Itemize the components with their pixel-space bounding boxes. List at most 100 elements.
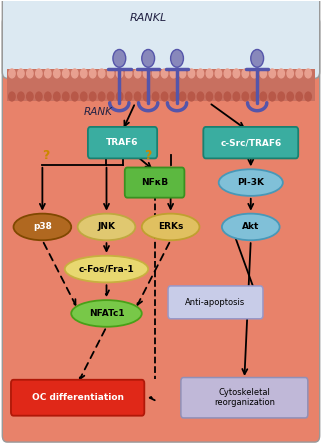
Circle shape — [179, 92, 186, 101]
Text: NFATc1: NFATc1 — [89, 309, 124, 318]
Circle shape — [142, 49, 155, 67]
Ellipse shape — [71, 300, 142, 327]
Circle shape — [27, 92, 33, 101]
Circle shape — [197, 92, 204, 101]
Ellipse shape — [222, 214, 279, 240]
Circle shape — [206, 92, 213, 101]
Circle shape — [242, 69, 249, 78]
Circle shape — [179, 69, 186, 78]
Circle shape — [251, 49, 264, 67]
Circle shape — [9, 92, 15, 101]
Circle shape — [170, 92, 177, 101]
Text: Anti-apoptosis: Anti-apoptosis — [185, 298, 246, 307]
FancyBboxPatch shape — [168, 286, 263, 319]
Circle shape — [305, 69, 311, 78]
Circle shape — [36, 69, 42, 78]
Circle shape — [90, 69, 96, 78]
Circle shape — [251, 69, 258, 78]
Circle shape — [278, 92, 284, 101]
Ellipse shape — [142, 214, 199, 240]
Ellipse shape — [14, 214, 71, 240]
Circle shape — [269, 69, 275, 78]
Circle shape — [18, 69, 24, 78]
Circle shape — [99, 69, 105, 78]
Text: RANK: RANK — [84, 107, 113, 117]
Circle shape — [197, 69, 204, 78]
Circle shape — [143, 92, 150, 101]
Circle shape — [260, 69, 267, 78]
Circle shape — [125, 92, 132, 101]
Text: JNK: JNK — [98, 222, 116, 231]
FancyBboxPatch shape — [2, 16, 320, 442]
Circle shape — [188, 92, 195, 101]
Text: PI-3K: PI-3K — [237, 178, 264, 187]
Circle shape — [260, 92, 267, 101]
Text: RANKL: RANKL — [129, 13, 167, 24]
Circle shape — [125, 69, 132, 78]
Circle shape — [161, 92, 168, 101]
Text: OC differentiation: OC differentiation — [32, 393, 124, 402]
Circle shape — [161, 69, 168, 78]
Circle shape — [215, 92, 222, 101]
Circle shape — [251, 92, 258, 101]
Circle shape — [296, 92, 302, 101]
Text: c-Src/TRAF6: c-Src/TRAF6 — [220, 138, 281, 147]
Circle shape — [188, 69, 195, 78]
FancyBboxPatch shape — [181, 377, 308, 418]
Text: NFκB: NFκB — [141, 178, 168, 187]
Circle shape — [45, 92, 51, 101]
FancyBboxPatch shape — [88, 127, 157, 158]
FancyBboxPatch shape — [2, 0, 320, 78]
Circle shape — [9, 69, 15, 78]
Circle shape — [45, 69, 51, 78]
Circle shape — [113, 49, 126, 67]
Text: Cytoskeletal
reorganization: Cytoskeletal reorganization — [214, 388, 275, 408]
Circle shape — [206, 69, 213, 78]
Circle shape — [224, 69, 231, 78]
Circle shape — [108, 92, 114, 101]
Circle shape — [233, 92, 240, 101]
Text: ?: ? — [145, 149, 152, 162]
Circle shape — [53, 69, 60, 78]
Text: Akt: Akt — [242, 222, 260, 231]
Circle shape — [134, 69, 141, 78]
Circle shape — [90, 92, 96, 101]
Text: ERKs: ERKs — [158, 222, 183, 231]
Circle shape — [152, 69, 159, 78]
Ellipse shape — [78, 214, 135, 240]
Circle shape — [152, 92, 159, 101]
Bar — [7, 69, 315, 101]
Circle shape — [287, 69, 293, 78]
Text: c-Fos/Fra-1: c-Fos/Fra-1 — [79, 265, 134, 274]
Text: TRAF6: TRAF6 — [106, 138, 139, 147]
Circle shape — [224, 92, 231, 101]
Circle shape — [242, 92, 249, 101]
Ellipse shape — [65, 256, 148, 283]
Circle shape — [117, 92, 123, 101]
FancyBboxPatch shape — [203, 127, 298, 158]
Circle shape — [36, 92, 42, 101]
Circle shape — [62, 69, 69, 78]
Circle shape — [71, 92, 78, 101]
Circle shape — [269, 92, 275, 101]
FancyBboxPatch shape — [125, 167, 185, 198]
Text: ?: ? — [42, 149, 49, 162]
Circle shape — [134, 92, 141, 101]
Circle shape — [18, 92, 24, 101]
Circle shape — [99, 92, 105, 101]
Circle shape — [27, 69, 33, 78]
Circle shape — [80, 92, 87, 101]
Circle shape — [305, 92, 311, 101]
Circle shape — [71, 69, 78, 78]
Circle shape — [215, 69, 222, 78]
Circle shape — [278, 69, 284, 78]
Circle shape — [296, 69, 302, 78]
Text: p38: p38 — [33, 222, 52, 231]
Circle shape — [117, 69, 123, 78]
Circle shape — [62, 92, 69, 101]
Ellipse shape — [219, 169, 283, 196]
Circle shape — [80, 69, 87, 78]
Circle shape — [171, 49, 184, 67]
Circle shape — [143, 69, 150, 78]
Circle shape — [170, 69, 177, 78]
